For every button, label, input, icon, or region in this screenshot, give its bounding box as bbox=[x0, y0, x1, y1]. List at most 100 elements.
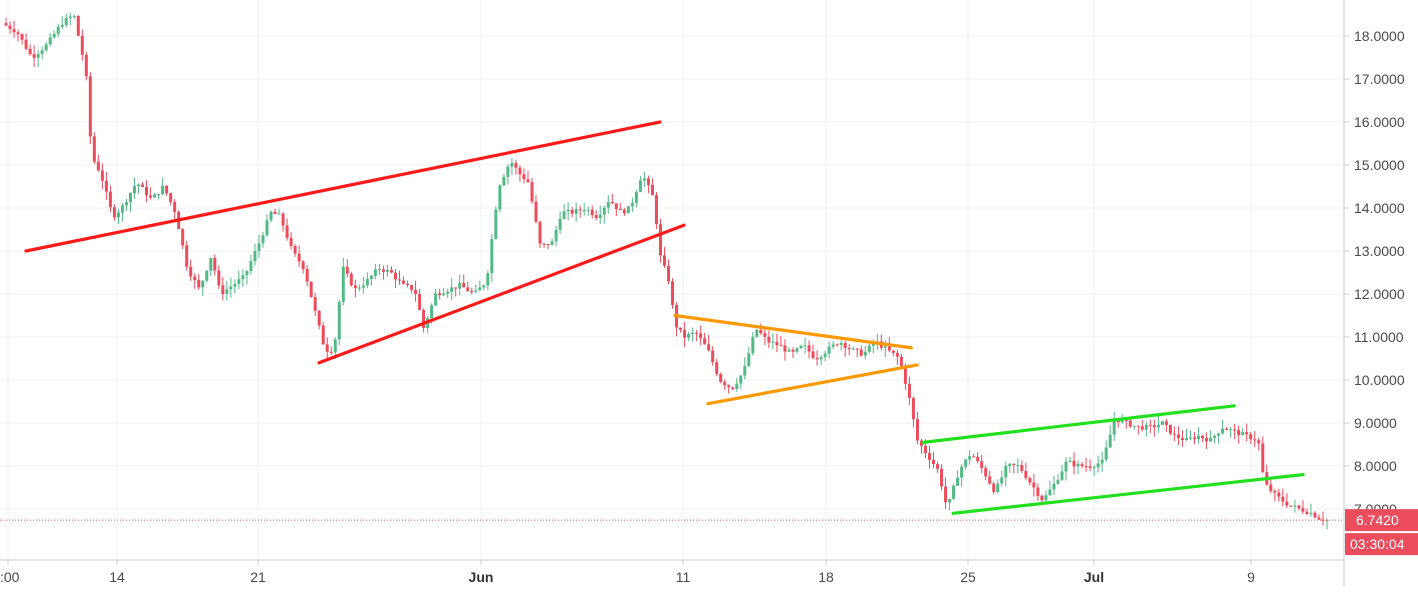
candle-up bbox=[1000, 477, 1004, 484]
candle-up bbox=[373, 269, 377, 276]
candle-up bbox=[116, 212, 120, 218]
candle-down bbox=[381, 269, 385, 272]
candle-up bbox=[261, 235, 265, 244]
candle-down bbox=[470, 291, 474, 293]
candle-up bbox=[442, 293, 446, 296]
candle-down bbox=[763, 333, 767, 337]
candle-up bbox=[369, 275, 373, 280]
candle-up bbox=[510, 163, 514, 167]
candle-up bbox=[996, 483, 1000, 492]
candle-up bbox=[586, 209, 590, 211]
candle-up bbox=[385, 270, 389, 272]
candle-down bbox=[398, 279, 401, 281]
candle-down bbox=[783, 345, 787, 352]
candle-up bbox=[1060, 471, 1064, 480]
time-axis[interactable]: :00 14 21 Jun 11 18 25 Jul 9 bbox=[0, 559, 1344, 585]
candle-down bbox=[671, 281, 675, 306]
candle-up bbox=[209, 257, 213, 271]
candle-down bbox=[534, 201, 538, 222]
price-axis[interactable]: 18.0000 17.0000 16.0000 15.0000 14.0000 13.00… bbox=[1343, 0, 1405, 587]
candle-down bbox=[1277, 492, 1281, 497]
candle-down bbox=[723, 381, 727, 386]
candle-down bbox=[185, 245, 189, 267]
time-tick-label: 11 bbox=[676, 569, 691, 585]
candle-down bbox=[1205, 438, 1209, 442]
candle-down bbox=[309, 281, 313, 298]
candle-down bbox=[181, 229, 185, 246]
price-tick-label: 15.0000 bbox=[1354, 157, 1405, 173]
candle-up bbox=[839, 343, 843, 345]
candle-up bbox=[1008, 463, 1012, 467]
candle-down bbox=[462, 282, 466, 288]
candle-down bbox=[518, 167, 522, 175]
candle-down bbox=[759, 329, 763, 334]
candle-down bbox=[1193, 437, 1196, 440]
candle-down bbox=[104, 180, 108, 192]
candle-down bbox=[1237, 430, 1241, 436]
candle-up bbox=[36, 54, 40, 58]
candle-up bbox=[823, 353, 827, 358]
candle-up bbox=[574, 209, 578, 214]
candle-up bbox=[1048, 489, 1052, 496]
candle-up bbox=[249, 261, 253, 271]
candle-down bbox=[940, 468, 944, 487]
candle-up bbox=[161, 185, 165, 194]
candle-up bbox=[237, 279, 241, 284]
candle-down bbox=[699, 333, 703, 339]
candle-up bbox=[554, 229, 558, 242]
candle-up bbox=[598, 214, 602, 219]
candle-down bbox=[578, 209, 582, 211]
candle-down bbox=[32, 54, 36, 58]
candle-down bbox=[1273, 490, 1277, 493]
price-tick-label: 8.0000 bbox=[1354, 458, 1397, 474]
candle-up bbox=[377, 269, 381, 271]
candle-down bbox=[345, 266, 349, 274]
candle-up bbox=[490, 238, 494, 274]
candle-up bbox=[739, 375, 743, 384]
candle-down bbox=[1072, 460, 1076, 467]
candle-up bbox=[1217, 433, 1221, 436]
candle-down bbox=[169, 193, 173, 202]
candle-up bbox=[137, 184, 141, 187]
candle-down bbox=[811, 351, 815, 358]
candle-down bbox=[325, 344, 329, 352]
candle-down bbox=[538, 221, 542, 244]
candle-down bbox=[522, 174, 526, 180]
trendlines bbox=[24, 120, 1305, 515]
candle-up bbox=[72, 15, 76, 17]
candle-down bbox=[217, 270, 221, 286]
candle-up bbox=[1209, 437, 1213, 442]
candle-up bbox=[1004, 466, 1008, 478]
candle-down bbox=[654, 195, 658, 225]
trendline-triangle-lower bbox=[706, 363, 919, 406]
candle-down bbox=[100, 170, 104, 181]
candle-up bbox=[482, 285, 486, 288]
candle-down bbox=[972, 456, 976, 458]
candle-down bbox=[1317, 517, 1321, 520]
candle-down bbox=[530, 181, 534, 202]
candle-down bbox=[667, 265, 671, 282]
candle-down bbox=[610, 202, 614, 204]
grid bbox=[0, 0, 1344, 560]
candle-down bbox=[393, 272, 397, 280]
candle-up bbox=[229, 286, 233, 290]
candle-down bbox=[815, 357, 819, 360]
candle-down bbox=[590, 209, 594, 216]
price-tick-label: 13.0000 bbox=[1354, 243, 1405, 259]
candle-down bbox=[646, 178, 650, 186]
candle-down bbox=[618, 209, 622, 211]
candle-up bbox=[265, 220, 269, 236]
candle-up bbox=[52, 33, 56, 38]
candle-up bbox=[245, 270, 249, 276]
candle-up bbox=[450, 287, 454, 292]
candle-up bbox=[1100, 459, 1104, 464]
candle-down bbox=[855, 348, 859, 350]
candle-down bbox=[703, 338, 707, 345]
candle-up bbox=[602, 207, 606, 215]
candle-down bbox=[193, 276, 197, 281]
price-tick-label: 14.0000 bbox=[1354, 200, 1405, 216]
candle-down bbox=[1261, 443, 1265, 473]
candle-up bbox=[56, 26, 60, 34]
